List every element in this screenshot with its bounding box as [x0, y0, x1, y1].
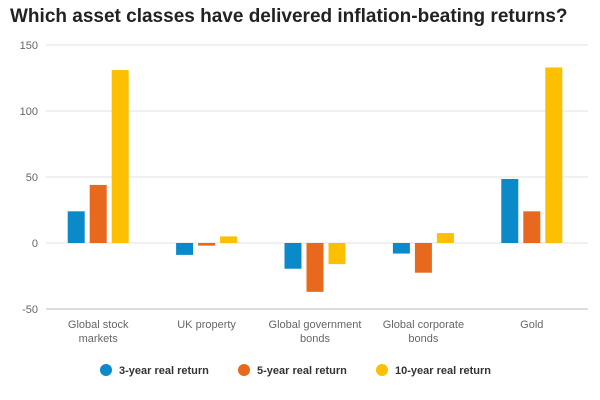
legend-marker [238, 364, 250, 376]
x-tick-label: markets [79, 333, 119, 345]
y-tick-label: 0 [32, 238, 38, 250]
bar [501, 178, 519, 243]
y-tick-label: 100 [20, 106, 38, 118]
y-tick-label: 50 [26, 172, 38, 184]
bar [220, 236, 238, 243]
x-tick-label: bonds [300, 333, 330, 345]
bar [176, 243, 194, 255]
x-tick-label: Global government [269, 319, 362, 331]
bar [392, 243, 410, 254]
bar [306, 243, 324, 292]
bar [111, 70, 129, 243]
bar [198, 243, 216, 246]
bar [545, 67, 563, 243]
bar [328, 243, 346, 265]
y-tick-label: -50 [22, 304, 38, 316]
legend-label: 5-year real return [257, 365, 347, 377]
legend-label: 10-year real return [395, 365, 491, 377]
bar [89, 184, 107, 243]
bar [67, 211, 85, 243]
chart-title: Which asset classes have delivered infla… [10, 6, 568, 27]
x-tick-label: bonds [408, 333, 438, 345]
bar [284, 243, 302, 269]
legend-marker [376, 364, 388, 376]
x-tick-label: UK property [177, 319, 236, 331]
y-tick-label: 150 [20, 40, 38, 52]
legend-label: 3-year real return [119, 365, 209, 377]
bar [523, 211, 541, 243]
x-tick-label: Gold [520, 319, 543, 331]
x-tick-label: Global corporate [383, 319, 464, 331]
legend-marker [100, 364, 112, 376]
bar [414, 243, 432, 273]
bar [436, 233, 454, 243]
x-tick-label: Global stock [68, 319, 129, 331]
